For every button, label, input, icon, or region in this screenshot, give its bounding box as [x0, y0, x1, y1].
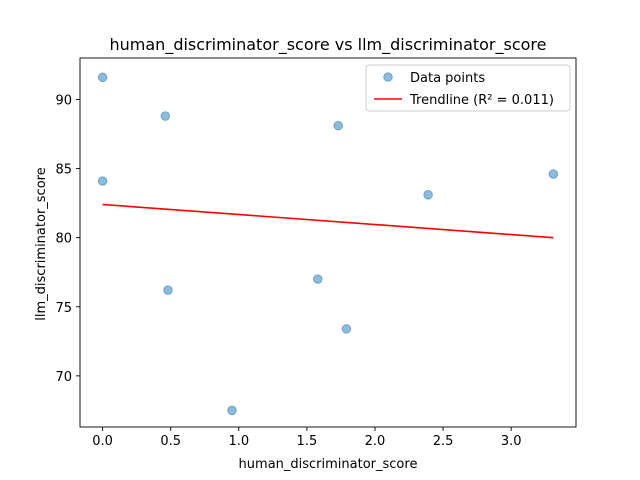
chart-title: human_discriminator_score vs llm_discrim…	[110, 35, 547, 55]
x-tick-label: 0.0	[92, 434, 113, 449]
legend-label: Data points	[410, 71, 485, 86]
x-tick-label: 2.0	[365, 434, 386, 449]
x-tick-label: 1.0	[228, 434, 249, 449]
x-tick-label: 2.5	[433, 434, 454, 449]
x-tick-label: 0.5	[160, 434, 181, 449]
legend-box	[365, 64, 571, 112]
data-point-6	[312, 274, 323, 284]
y-tick-label: 70	[55, 370, 72, 385]
x-axis-label: human_discriminator_score	[239, 457, 418, 472]
legend-swatch-data-points	[383, 72, 393, 82]
x-tick-label: 3.0	[501, 434, 522, 449]
data-point-2	[97, 176, 108, 186]
plot-area	[97, 72, 559, 416]
y-axis-label: llm_discriminator_score	[34, 167, 49, 320]
legend: Data points Trendline (R² = 0.011)	[365, 64, 571, 112]
data-point-9	[423, 190, 433, 200]
axes: 0.0 0.5 1.0 1.5 2.0 2.5 3.0 70 75 80 85 90	[55, 57, 577, 449]
trendline	[102, 203, 554, 239]
y-tick-label: 90	[55, 93, 72, 108]
x-tick-label: 1.5	[297, 434, 318, 449]
data-point-7	[333, 120, 344, 131]
y-tick-label: 75	[55, 301, 72, 316]
axes-frame	[79, 57, 577, 428]
data-point-10	[548, 169, 559, 179]
data-point-1	[97, 72, 108, 83]
data-point-3	[160, 111, 171, 121]
data-point-5	[227, 405, 237, 416]
data-point-8	[341, 324, 352, 334]
data-point-4	[163, 285, 173, 295]
y-tick-label: 80	[55, 232, 72, 247]
y-tick-label: 85	[55, 163, 72, 178]
legend-label: Trendline (R² = 0.011)	[409, 93, 554, 108]
